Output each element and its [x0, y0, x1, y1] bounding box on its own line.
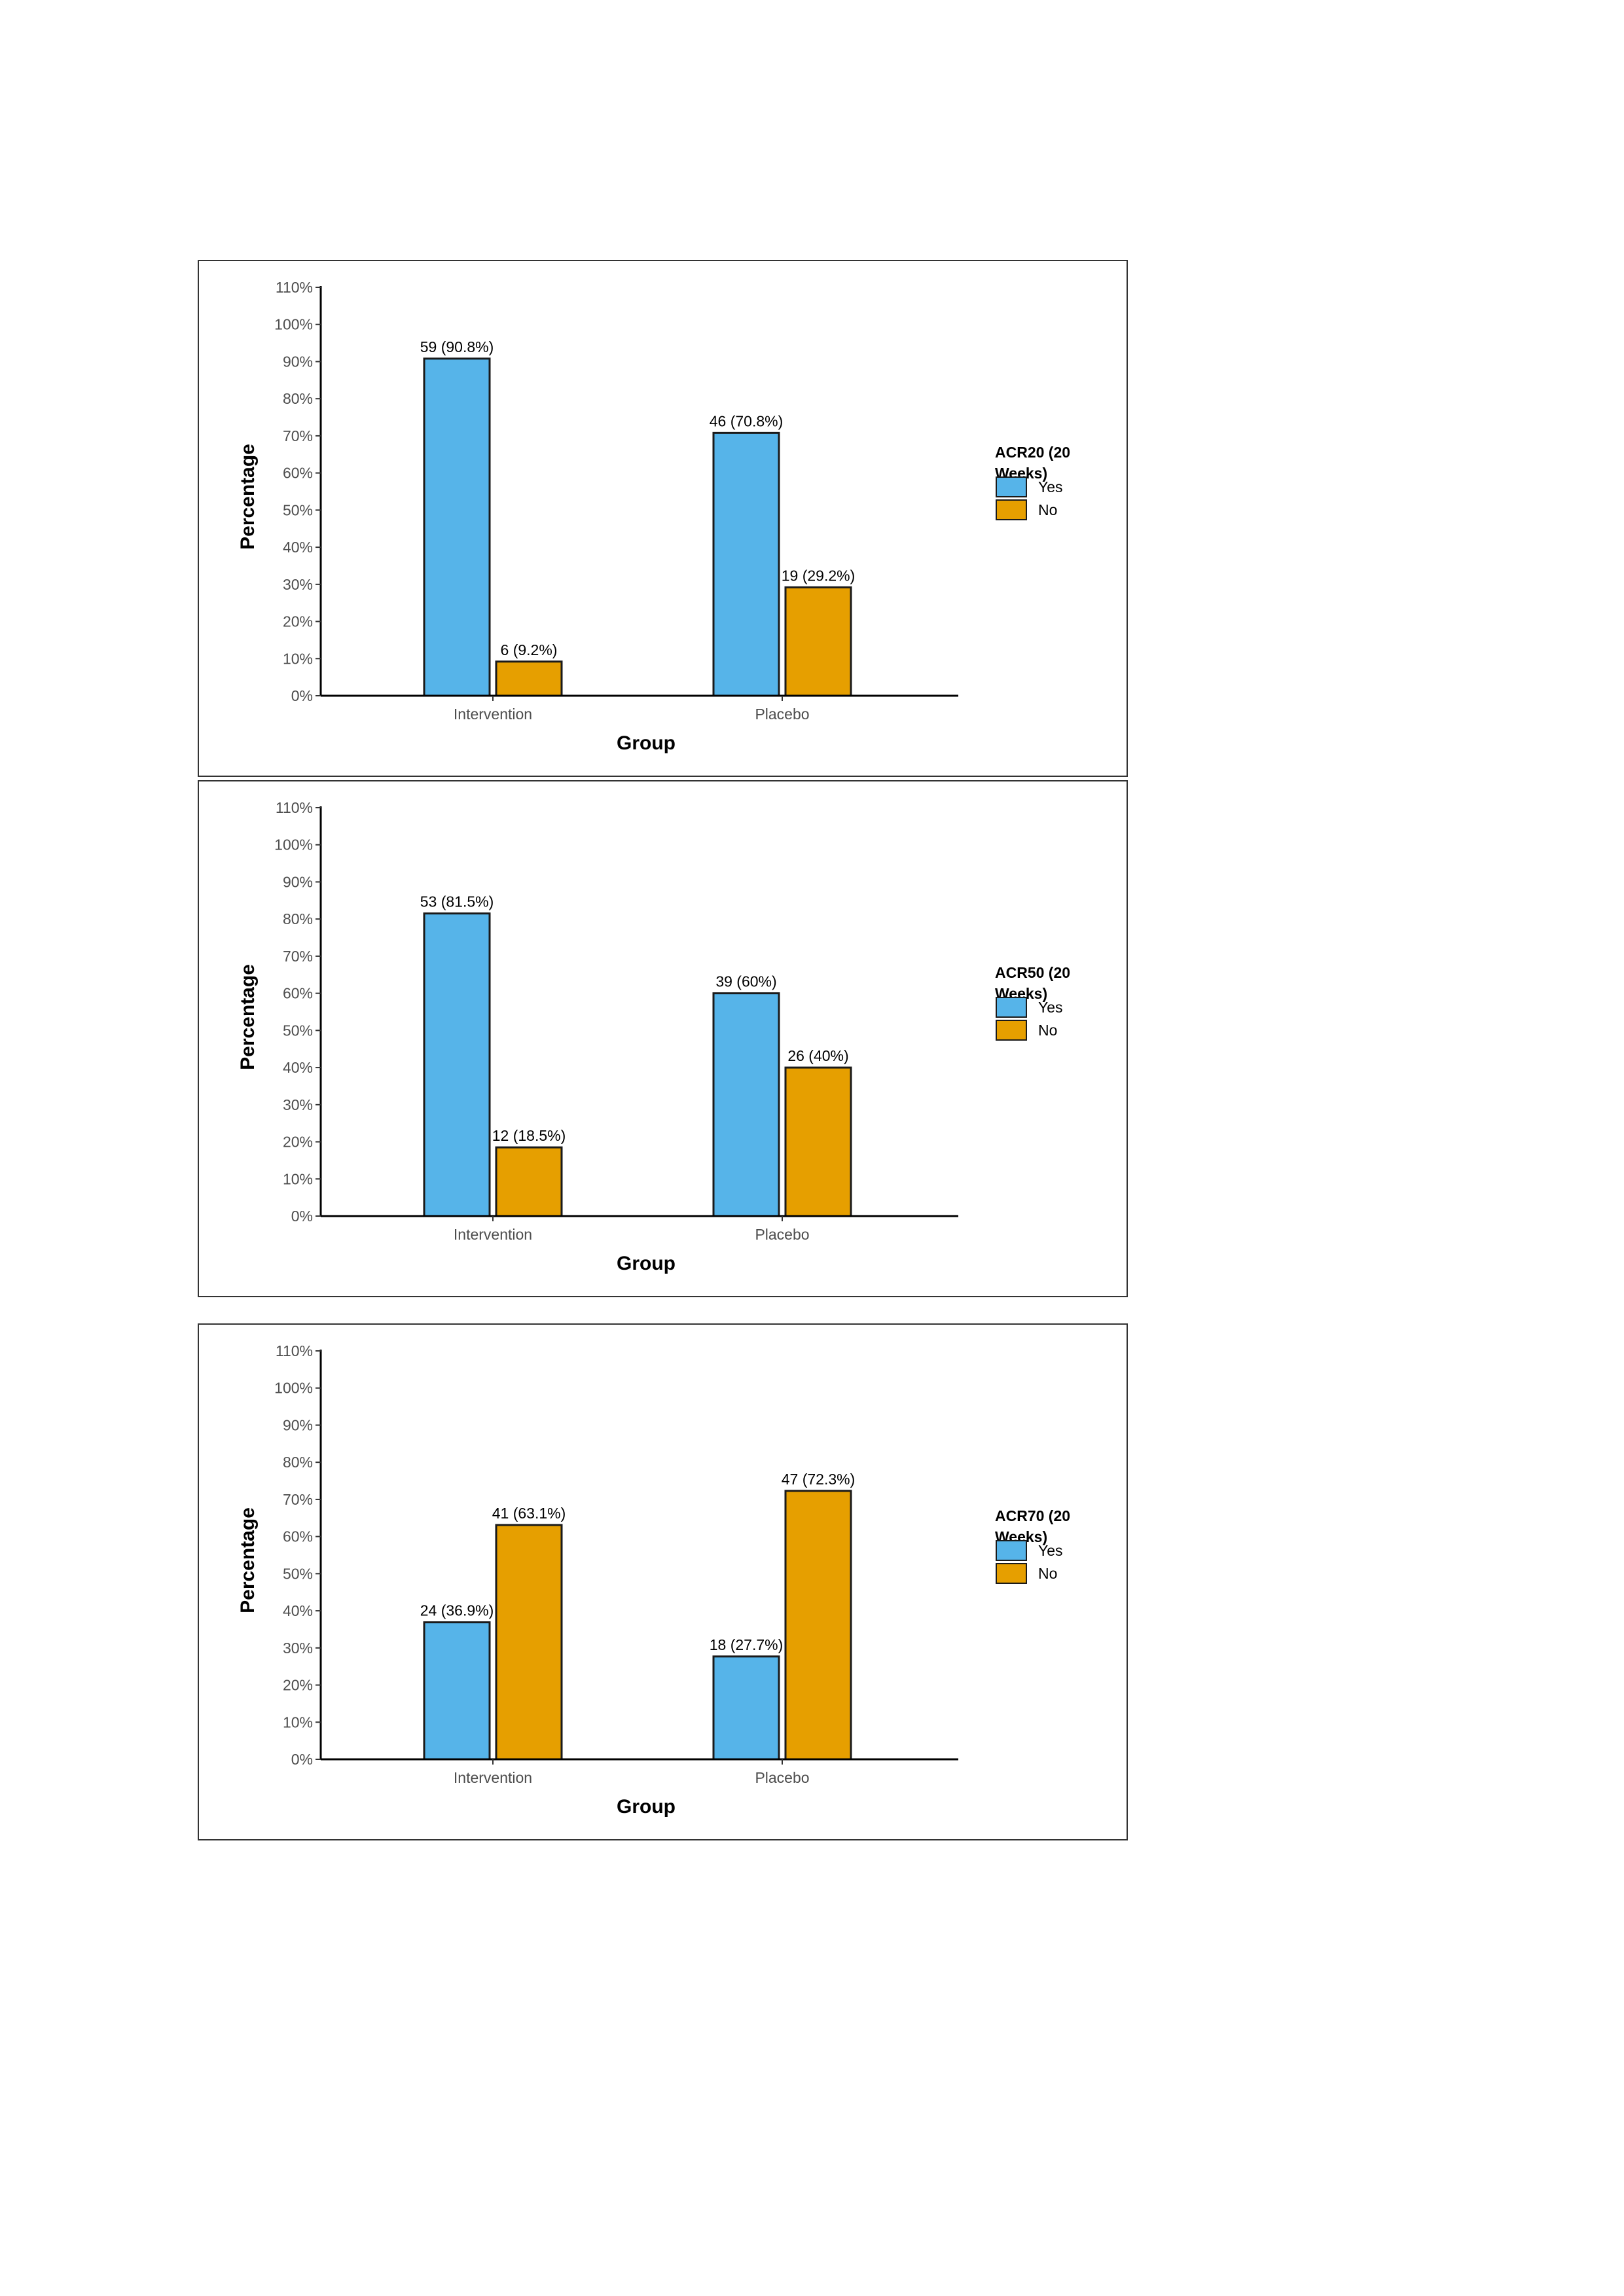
x-tick-label: Placebo	[755, 706, 809, 723]
y-axis-title: Percentage	[237, 1507, 259, 1613]
x-axis-title: Group	[617, 1796, 676, 1818]
bar-placebo-yes	[712, 431, 780, 697]
bar-intervention-no	[495, 660, 563, 697]
data-label: 46 (70.8%)	[710, 412, 784, 429]
y-tick-label: 30%	[283, 576, 313, 593]
y-tick-label: 20%	[283, 613, 313, 630]
y-tick-label: 60%	[283, 1528, 313, 1545]
y-axis-title: Percentage	[237, 964, 259, 1070]
legend-title: ACR50 (20	[995, 964, 1070, 981]
chart-panel-acr70: 0% 10% 20% 30% 40% 50% 60% 70% 80% 90% 100% 110% 24 …	[198, 1323, 1128, 1840]
y-tick-label: 10%	[283, 650, 313, 667]
data-label: 26 (40%)	[787, 1047, 848, 1064]
x-tick-label: Intervention	[454, 706, 532, 723]
y-tick-label: 90%	[283, 1416, 313, 1433]
legend-key-yes	[996, 476, 1027, 497]
data-label: 12 (18.5%)	[492, 1127, 566, 1144]
data-label: 53 (81.5%)	[420, 893, 494, 910]
legend-label-no: No	[1038, 1565, 1057, 1582]
y-tick-label: 90%	[283, 353, 313, 370]
legend-key-no	[996, 1020, 1027, 1041]
y-tick-label: 50%	[283, 1022, 313, 1039]
y-tick-label: 10%	[283, 1170, 313, 1187]
x-tick-label: Intervention	[454, 1226, 532, 1243]
x-axis-title: Group	[617, 732, 676, 754]
y-tick-label: 0%	[291, 1751, 313, 1768]
bar-placebo-yes	[712, 992, 780, 1217]
legend-label-no: No	[1038, 501, 1057, 518]
y-tick-label: 110%	[276, 279, 313, 296]
y-tick-label: 30%	[283, 1640, 313, 1657]
bar-intervention-yes	[423, 1621, 491, 1761]
y-tick-label: 110%	[276, 799, 313, 816]
data-label: 24 (36.9%)	[420, 1602, 494, 1619]
chart-panel-acr50: 0% 10% 20% 30% 40% 50% 60% 70% 80% 90% 100% 110% 53 …	[198, 780, 1128, 1297]
legend-key-no	[996, 499, 1027, 520]
y-tick-label: 0%	[291, 1208, 313, 1225]
bar-placebo-yes	[712, 1655, 780, 1761]
data-label: 19 (29.2%)	[782, 567, 856, 584]
legend-label-yes: Yes	[1038, 478, 1063, 495]
bar-chart-acr50: 0% 10% 20% 30% 40% 50% 60% 70% 80% 90% 100% 110% 53 …	[237, 799, 1070, 1274]
x-tick-label: Placebo	[755, 1226, 809, 1243]
y-tick-label: 20%	[283, 1677, 313, 1694]
y-tick-label: 30%	[283, 1096, 313, 1113]
bar-chart-acr20: 0% 10% 20% 30% 40% 50% 60% 70% 80% 90% 100% 110% 59 …	[237, 279, 1070, 754]
y-tick-label: 40%	[283, 1059, 313, 1076]
y-tick-label: 80%	[283, 1454, 313, 1471]
legend-label-yes: Yes	[1038, 999, 1063, 1016]
legend-key-no	[996, 1563, 1027, 1584]
chart-panel-acr20: 0% 10% 20% 30% 40% 50% 60% 70% 80% 90% 100% 110% 59 …	[198, 260, 1128, 777]
bar-intervention-yes	[423, 357, 491, 697]
legend-title: ACR70 (20	[995, 1507, 1070, 1524]
y-tick-label: 50%	[283, 1565, 313, 1582]
legend-title: ACR20 (20	[995, 444, 1070, 461]
y-tick-label: 100%	[274, 836, 313, 853]
y-tick-label: 110%	[276, 1342, 313, 1359]
bar-intervention-no	[495, 1524, 563, 1761]
y-tick-label: 40%	[283, 1602, 313, 1619]
x-axis-title: Group	[617, 1253, 676, 1274]
data-label: 41 (63.1%)	[492, 1505, 566, 1522]
legend-label-no: No	[1038, 1022, 1057, 1039]
y-tick-label: 80%	[283, 910, 313, 927]
y-tick-label: 40%	[283, 539, 313, 556]
y-tick-label: 70%	[283, 427, 313, 444]
data-label: 39 (60%)	[715, 973, 776, 990]
bar-intervention-no	[495, 1146, 563, 1217]
y-tick-label: 20%	[283, 1134, 313, 1151]
y-tick-label: 90%	[283, 873, 313, 890]
y-tick-label: 10%	[283, 1713, 313, 1731]
data-label: 6 (9.2%)	[501, 641, 558, 658]
bar-placebo-no	[784, 586, 852, 697]
bar-placebo-no	[784, 1066, 852, 1217]
y-tick-label: 100%	[274, 1380, 313, 1397]
x-tick-label: Intervention	[454, 1769, 532, 1786]
y-tick-label: 50%	[283, 501, 313, 518]
y-tick-label: 0%	[291, 687, 313, 704]
y-tick-label: 80%	[283, 390, 313, 407]
data-label: 18 (27.7%)	[710, 1636, 784, 1653]
y-axis-title: Percentage	[237, 444, 259, 550]
y-tick-label: 70%	[283, 948, 313, 965]
bar-intervention-yes	[423, 912, 491, 1217]
bar-chart-acr70: 0% 10% 20% 30% 40% 50% 60% 70% 80% 90% 100% 110% 24 …	[237, 1342, 1070, 1818]
data-label: 59 (90.8%)	[420, 338, 494, 355]
x-tick-label: Placebo	[755, 1769, 809, 1786]
data-label: 47 (72.3%)	[782, 1471, 856, 1488]
legend-label-yes: Yes	[1038, 1542, 1063, 1559]
y-tick-label: 70%	[283, 1491, 313, 1508]
legend-key-yes	[996, 997, 1027, 1018]
y-tick-label: 60%	[283, 985, 313, 1002]
bar-placebo-no	[784, 1490, 852, 1761]
legend-key-yes	[996, 1540, 1027, 1561]
y-tick-label: 60%	[283, 465, 313, 482]
y-tick-label: 100%	[274, 316, 313, 333]
